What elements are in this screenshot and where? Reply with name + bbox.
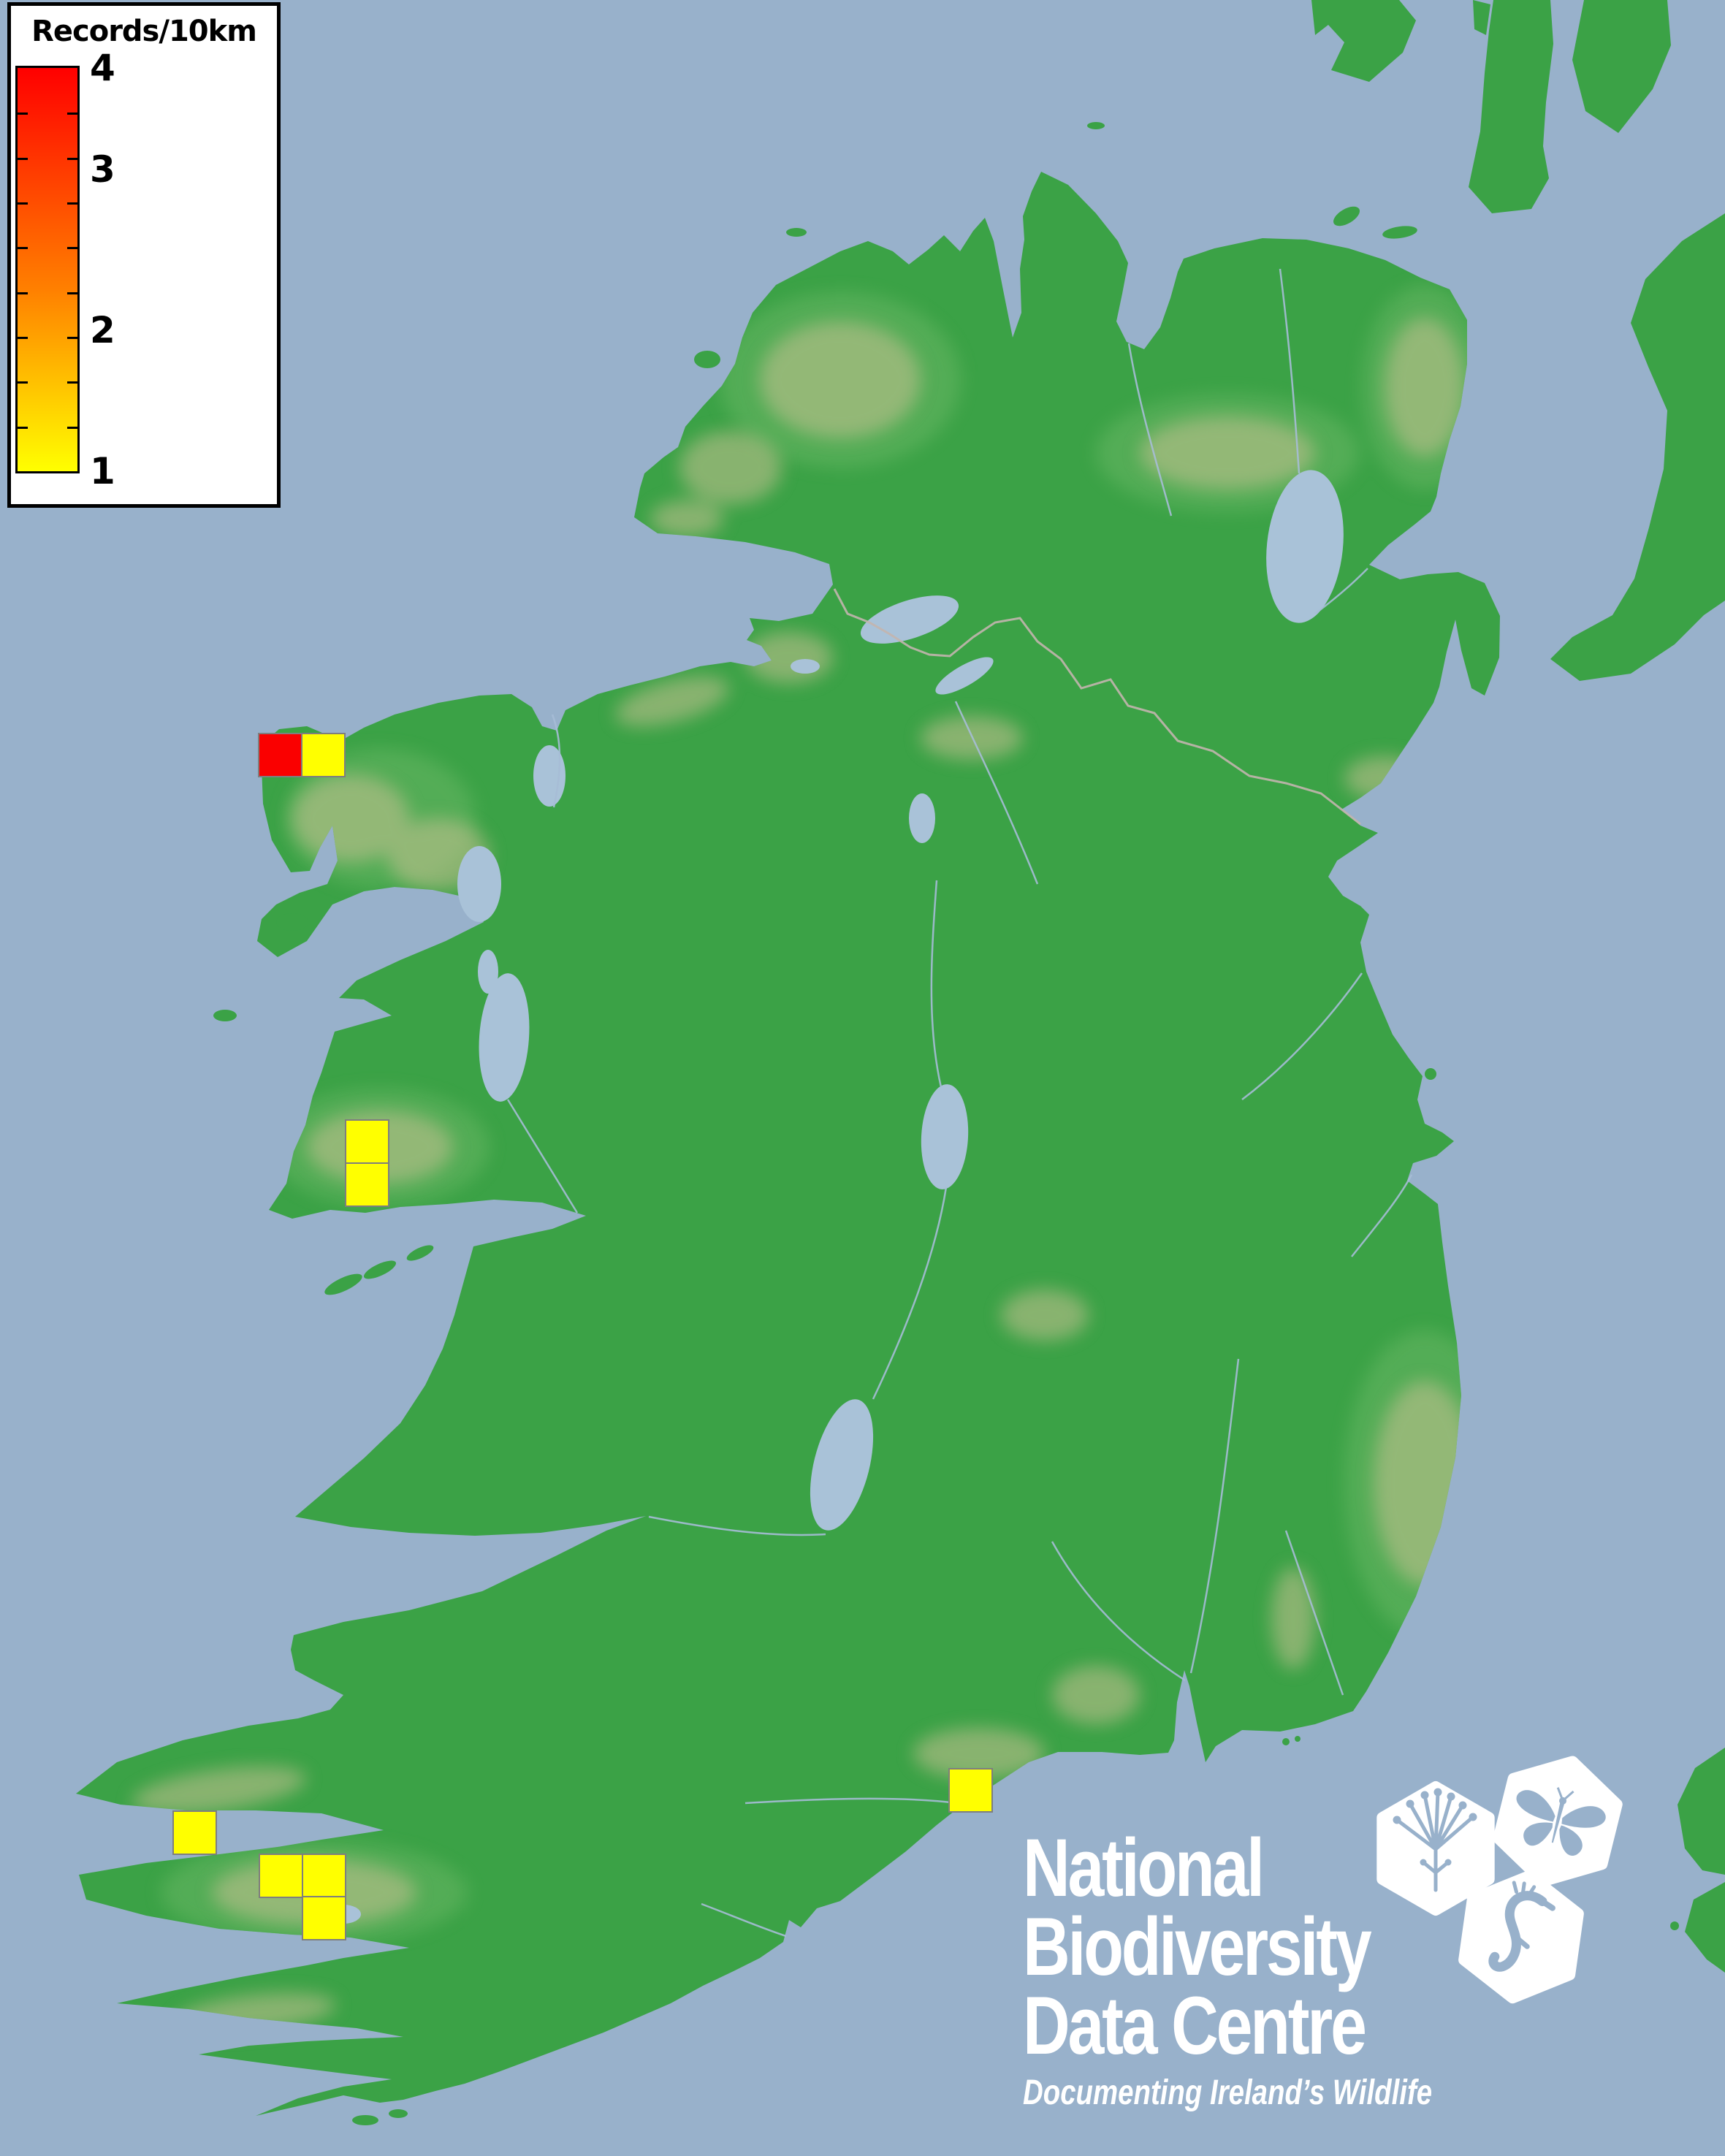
nbdc-logo-hexagons: [1376, 1756, 1623, 2004]
legend-tick: [67, 113, 77, 115]
record-grid-cell[interactable]: [258, 733, 302, 777]
grid-cells-layer: [172, 733, 993, 1940]
record-grid-cell[interactable]: [259, 1854, 303, 1898]
logo-line-1: National: [1023, 1822, 1265, 1913]
scotland-landmass: [1311, 0, 1725, 681]
logo-hexagon-tree: [1376, 1781, 1495, 1916]
legend-tick: [67, 337, 77, 339]
legend-gradient-bar: [15, 66, 80, 473]
tree-icon: [1393, 1788, 1477, 1892]
legend-tick: [18, 202, 28, 205]
legend-tick: [67, 292, 77, 294]
legend-tick: [18, 292, 28, 294]
legend-scale-label: 3: [90, 148, 115, 191]
legend-scale-label: 4: [90, 47, 115, 89]
record-grid-cell[interactable]: [301, 733, 346, 777]
butterfly-icon: [1516, 1787, 1606, 1856]
legend-tick: [18, 158, 28, 160]
legend-tick: [18, 113, 28, 115]
ni-border-line: [833, 588, 1361, 826]
legend-tick: [67, 427, 77, 429]
legend-tick: [18, 381, 28, 384]
legend-tick: [18, 337, 28, 339]
logo-hexagon-butterfly: [1493, 1756, 1623, 1887]
islands: [213, 122, 1436, 2125]
map-legend: Records/10km 4 3 2 1: [7, 2, 281, 508]
wales-landmass: [1670, 1748, 1725, 1973]
record-grid-cell[interactable]: [172, 1810, 217, 1855]
record-grid-cell[interactable]: [302, 1854, 346, 1898]
rivers: [506, 268, 1413, 1938]
record-grid-cell[interactable]: [345, 1119, 389, 1164]
logo-line-2: Biodiversity: [1023, 1901, 1372, 1992]
nbdc-logo: National Biodiversity Data Centre Docume…: [1023, 1750, 1724, 2137]
legend-tick: [18, 427, 28, 429]
record-grid-cell[interactable]: [302, 1896, 346, 1940]
logo-hexagon-seahorse: [1458, 1870, 1584, 2004]
legend-tick: [18, 247, 28, 249]
legend-title: Records/10km: [31, 15, 257, 48]
record-grid-cell[interactable]: [345, 1162, 389, 1207]
logo-line-3: Data Centre: [1023, 1980, 1367, 2071]
logo-tagline: Documenting Ireland’s Wildlife: [1023, 2073, 1433, 2112]
legend-scale-label: 1: [90, 450, 115, 492]
legend-tick: [67, 158, 77, 160]
legend-tick: [67, 247, 77, 249]
logo-text: National Biodiversity Data Centre: [1023, 1822, 1372, 2071]
legend-scale-label: 2: [90, 309, 115, 351]
legend-tick: [67, 202, 77, 205]
legend-tick: [67, 381, 77, 384]
seahorse-icon: [1488, 1881, 1555, 1972]
record-grid-cell[interactable]: [948, 1768, 993, 1813]
